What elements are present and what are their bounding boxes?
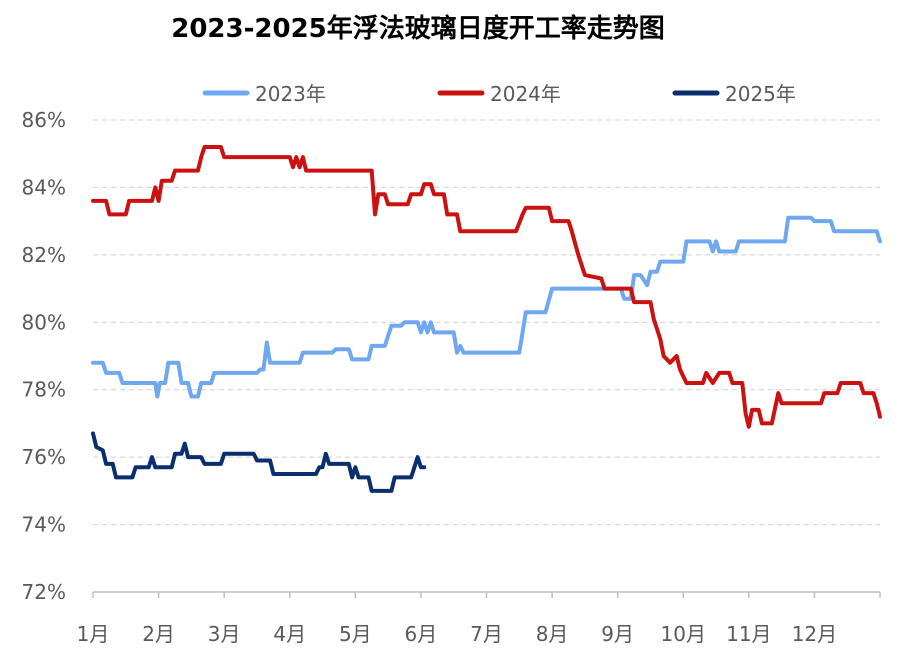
y-tick-label: 84% [22,175,66,199]
legend-label: 2025年 [725,82,796,106]
x-tick-label: 3月 [208,622,241,646]
x-tick-label: 4月 [273,622,306,646]
legend-label: 2024年 [490,82,561,106]
legend-label: 2023年 [255,82,326,106]
y-tick-label: 76% [22,445,66,469]
x-tick-label: 5月 [339,622,372,646]
y-tick-label: 80% [22,310,66,334]
x-tick-label: 6月 [405,622,438,646]
x-tick-label: 11月 [726,622,771,646]
y-tick-label: 78% [22,378,66,402]
x-tick-label: 12月 [792,622,837,646]
legend: 2023年 2024年 2025年 [202,82,796,106]
x-tick-label: 7月 [470,622,503,646]
y-tick-label: 82% [22,243,66,267]
series-lines [91,145,882,493]
x-axis: 1月 2月 3月 4月 5月 6月 7月 8月 9月 10月 11月 12月 [77,591,881,646]
series-line-2023年 [91,215,882,399]
x-tick-label: 2月 [142,622,175,646]
y-axis-ticks: 72% 74% 76% 78% 80% 82% 84% 86% [22,108,66,604]
y-tick-label: 72% [22,580,66,604]
x-tick-label: 10月 [661,622,706,646]
series-line-2025年 [91,431,427,493]
y-tick-label: 74% [22,513,66,537]
y-tick-label: 86% [22,108,66,132]
x-tick-label: 9月 [601,622,634,646]
series-line-2024年 [91,145,882,429]
chart-title: 2023-2025年浮法玻璃日度开工率走势图 [171,13,665,44]
x-tick-label: 8月 [536,622,569,646]
x-tick-label: 1月 [77,622,110,646]
